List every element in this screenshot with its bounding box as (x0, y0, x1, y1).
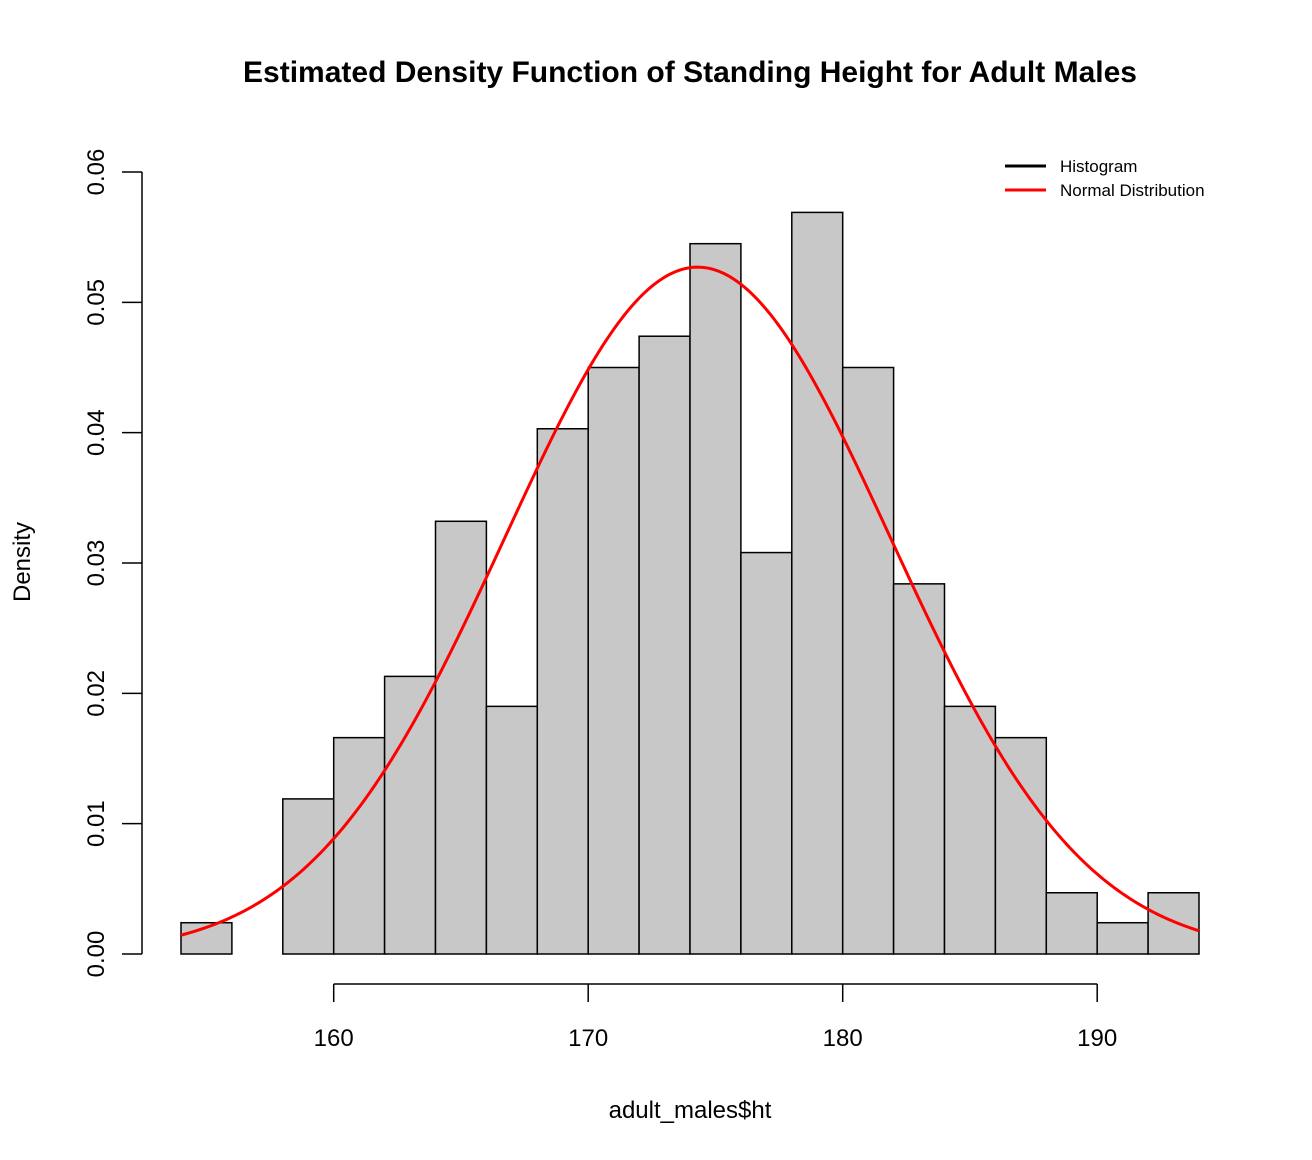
y-tick-label: 0.00 (83, 931, 110, 978)
histogram-bar (740, 551, 793, 955)
y-axis: 0.00 0.01 0.02 0.03 0.04 0.05 0.06 (83, 149, 143, 978)
y-tick-label: 0.03 (83, 540, 110, 587)
x-tick-label: 190 (1077, 1025, 1117, 1052)
y-tick-label: 0.04 (83, 409, 110, 456)
histogram-bar (689, 242, 742, 955)
y-axis-label: Density (9, 522, 36, 602)
legend-label: Normal Distribution (1060, 181, 1205, 200)
histogram-bar (791, 211, 844, 955)
histogram-bar (587, 366, 640, 955)
histogram-bar (1045, 891, 1098, 955)
y-tick-label: 0.05 (83, 279, 110, 326)
y-tick-label: 0.06 (83, 149, 110, 196)
x-tick-label: 170 (568, 1025, 608, 1052)
normal-density-curve (180, 265, 1200, 937)
histogram-bar (1096, 921, 1149, 955)
y-tick-label: 0.02 (83, 670, 110, 717)
x-axis: 160 170 180 190 (314, 983, 1117, 1052)
histogram-bar (994, 736, 1048, 955)
histogram-bar (434, 520, 488, 955)
histogram-bar (383, 675, 437, 955)
histogram-bar (485, 705, 539, 955)
chart-title: Estimated Density Function of Standing H… (243, 56, 1137, 89)
x-axis-label: adult_males$ht (609, 1097, 772, 1124)
histogram-bar (1147, 891, 1200, 955)
histogram-bar (841, 366, 895, 955)
histogram-bar (536, 428, 589, 955)
histogram-bars (180, 211, 1200, 955)
legend-label: Histogram (1060, 157, 1137, 176)
y-tick-label: 0.01 (83, 800, 110, 847)
histogram-bar (943, 705, 997, 955)
x-tick-label: 160 (314, 1025, 354, 1052)
histogram-bar (638, 335, 691, 955)
histogram-bar (332, 736, 386, 955)
legend: Histogram Normal Distribution (1005, 157, 1205, 200)
histogram-bar (892, 583, 946, 955)
histogram-bar (282, 798, 335, 955)
x-tick-label: 180 (823, 1025, 863, 1052)
